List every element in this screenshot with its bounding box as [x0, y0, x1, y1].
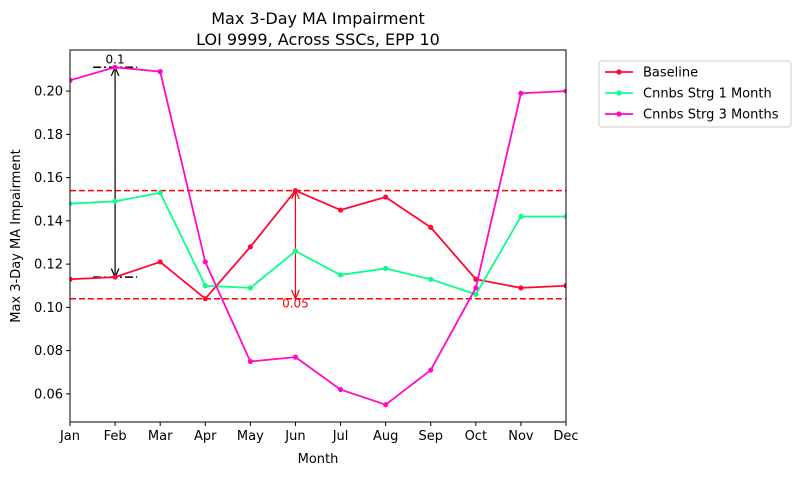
data-point-s0-mar — [157, 259, 163, 265]
data-point-s1-may — [247, 285, 253, 291]
legend-swatch-marker-1 — [616, 90, 622, 96]
annotations: 0.1 0.05 — [93, 52, 309, 311]
x-tick-label: May — [237, 429, 264, 444]
data-point-s1-dec — [563, 213, 566, 220]
y-tick-label: 0.18 — [34, 128, 63, 143]
data-point-s0-sep — [428, 224, 434, 230]
x-tick-label: Jan — [59, 429, 80, 444]
data-point-s1-aug — [383, 265, 389, 272]
legend-swatch-marker-0 — [616, 69, 622, 75]
x-tick-label: Dec — [553, 429, 578, 444]
data-point-s2-dec — [563, 88, 566, 94]
data-point-s2-jan — [70, 77, 73, 83]
data-point-s1-nov — [518, 213, 524, 220]
y-tick-label: 0.12 — [34, 258, 63, 273]
x-tick-label: Feb — [104, 429, 127, 444]
series-line-2 — [70, 66, 566, 406]
plot-frame — [69, 49, 567, 423]
y-axis-label: Max 3-Day MA Impairment — [9, 149, 24, 322]
data-point-s0-jul — [337, 207, 344, 213]
data-point-s0-jan — [70, 276, 73, 282]
annotation-label-0: 0.1 — [106, 52, 125, 66]
data-point-s0-jun — [292, 187, 299, 194]
x-tick-label: Nov — [508, 429, 534, 444]
x-tick-label: Mar — [148, 429, 173, 444]
legend-label-0: Baseline — [643, 66, 698, 81]
x-tick-label: Oct — [465, 429, 487, 444]
data-point-s2-apr — [202, 259, 208, 265]
series-line-1 — [70, 191, 566, 296]
x-tick-label: Jul — [332, 429, 349, 444]
data-point-s2-mar — [157, 69, 163, 75]
data-point-s2-may — [247, 358, 253, 365]
data-point-s0-dec — [563, 283, 566, 289]
x-tick-label: Sep — [418, 429, 443, 444]
series-group — [70, 64, 566, 408]
data-point-s1-feb — [112, 198, 118, 204]
data-point-s2-feb — [112, 64, 118, 70]
reference-lines — [70, 189, 566, 300]
x-tick-label: Apr — [194, 429, 217, 444]
y-tick-label: 0.06 — [34, 387, 63, 402]
data-point-s2-jul — [337, 386, 344, 393]
data-point-s1-apr — [202, 283, 208, 289]
x-tick-label: Jun — [284, 429, 305, 444]
data-point-s1-jun — [292, 248, 299, 254]
series-line-0 — [70, 189, 566, 300]
annotation-label-1: 0.05 — [282, 297, 309, 311]
axes: Jan Feb Mar Apr May Jun Jul Aug Sep Oct Nov Dec 0.06… — [34, 49, 579, 444]
data-point-s2-nov — [518, 90, 524, 96]
data-point-s0-apr — [202, 296, 208, 302]
data-point-s0-feb — [112, 274, 118, 280]
y-tick-label: 0.14 — [34, 214, 63, 229]
chart-title: Max 3-Day MA Impairment — [211, 9, 424, 28]
data-point-s0-may — [247, 244, 253, 250]
data-point-s2-oct — [473, 285, 479, 291]
data-point-s1-sep — [428, 276, 434, 282]
data-point-s1-mar — [157, 190, 163, 196]
legend: Baseline Cnnbs Strg 1 Month Cnnbs Strg 3 M… — [598, 60, 792, 128]
data-point-s0-nov — [518, 285, 524, 291]
legend-label-2: Cnnbs Strg 3 Months — [643, 108, 779, 123]
legend-label-1: Cnnbs Strg 1 Month — [643, 87, 772, 102]
x-tick-label: Aug — [373, 429, 398, 444]
data-point-s2-jun — [292, 354, 299, 360]
data-point-s1-oct — [473, 291, 479, 297]
data-point-s1-jan — [70, 200, 73, 207]
data-point-s2-sep — [428, 367, 434, 373]
y-tick-label: 0.16 — [34, 171, 63, 186]
y-tick-label: 0.10 — [34, 301, 63, 316]
data-point-s0-aug — [383, 194, 389, 200]
legend-swatch-marker-2 — [616, 111, 622, 117]
y-tick-label: 0.20 — [34, 85, 63, 100]
legend-box — [598, 60, 792, 128]
chart-subtitle: LOI 9999, Across SSCs, EPP 10 — [196, 30, 440, 49]
data-point-s1-jul — [337, 272, 344, 278]
y-tick-label: 0.08 — [34, 344, 63, 359]
x-axis-label: Month — [298, 452, 339, 467]
data-point-s2-aug — [383, 402, 389, 408]
